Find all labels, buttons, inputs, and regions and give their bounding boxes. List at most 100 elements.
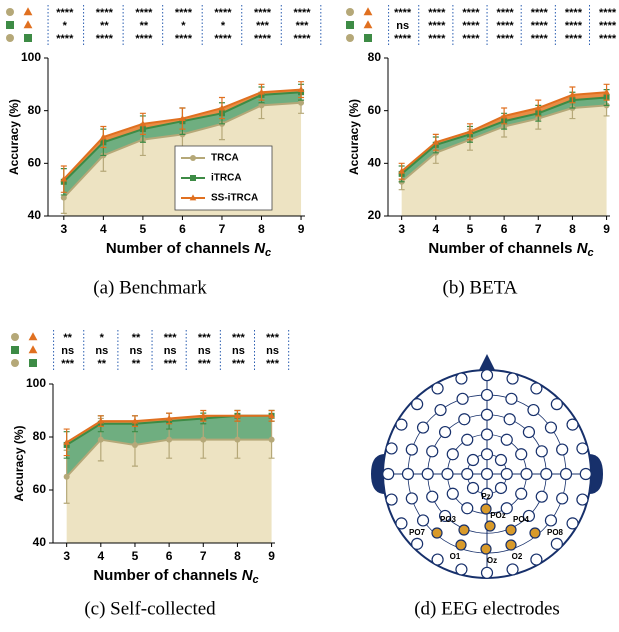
significance-label: *** — [198, 332, 212, 344]
significance-label: ns — [95, 345, 108, 357]
electrode — [411, 537, 424, 550]
significance-label: ns — [130, 345, 143, 357]
marker — [199, 412, 207, 419]
significance-label: **** — [462, 20, 480, 32]
electrode — [576, 442, 589, 455]
significance-label: ns — [198, 345, 211, 357]
x-label-symbol: N — [254, 240, 266, 257]
significance-label: **** — [96, 33, 114, 45]
significance-label: ns — [61, 345, 74, 357]
electrode — [446, 487, 459, 500]
x-label-symbol: N — [242, 567, 254, 584]
electrode — [579, 467, 592, 481]
electrode — [550, 398, 563, 411]
electrode — [416, 514, 430, 527]
electrode — [480, 388, 494, 402]
electrode — [566, 418, 579, 431]
significance-label: *** — [296, 20, 310, 32]
area-fill — [66, 415, 272, 477]
electrode — [515, 487, 528, 500]
electrode — [522, 509, 536, 523]
significance-label: * — [100, 332, 105, 344]
electrode — [494, 453, 508, 467]
marker — [139, 120, 147, 127]
nose — [479, 354, 495, 370]
significance-label: **** — [254, 7, 272, 19]
significance-label: **** — [599, 33, 617, 45]
x-tick-label: 8 — [258, 222, 265, 236]
electrode — [520, 467, 533, 481]
significance-label: **** — [214, 33, 232, 45]
electrode — [500, 467, 513, 481]
x-tick-label: 7 — [535, 222, 542, 236]
electrode — [506, 563, 519, 576]
x-tick-label: 8 — [569, 222, 576, 236]
electrode-label: Pz — [481, 492, 490, 501]
electrode — [556, 492, 569, 505]
marker — [298, 99, 305, 106]
x-tick-label: 5 — [467, 222, 474, 236]
electrode — [566, 517, 579, 530]
y-tick-label: 40 — [33, 535, 47, 549]
electrode — [438, 509, 452, 523]
electrode-label: O2 — [512, 552, 523, 561]
marker — [234, 412, 241, 419]
y-tick-label: 100 — [21, 50, 41, 64]
electrode — [466, 453, 480, 467]
significance-label: **** — [565, 20, 583, 32]
significance-label: ns — [396, 20, 409, 32]
x-tick-label: 7 — [219, 222, 226, 236]
marker — [11, 333, 19, 341]
area-fill — [63, 89, 302, 182]
significance-label: **** — [531, 20, 549, 32]
electrode — [461, 502, 474, 515]
significance-label: * — [63, 20, 68, 32]
electrode — [530, 553, 543, 566]
significance-label: *** — [256, 20, 270, 32]
electrode — [535, 445, 548, 458]
marker — [24, 34, 32, 42]
electrode — [500, 433, 513, 446]
y-tick-label: 60 — [33, 482, 47, 496]
significance-label: **** — [135, 33, 153, 45]
electrode — [455, 563, 468, 576]
electrode — [385, 442, 398, 455]
marker — [268, 436, 275, 443]
significance-label: *** — [232, 358, 246, 370]
y-tick-label: 40 — [28, 208, 42, 222]
marker — [346, 8, 354, 16]
marker — [6, 8, 14, 16]
marker — [29, 359, 37, 367]
electrode — [431, 553, 444, 566]
marker — [234, 436, 241, 443]
significance-label: **** — [56, 33, 74, 45]
electrode — [395, 418, 408, 431]
y-tick-label: 40 — [368, 156, 382, 170]
caption: (b) BETA — [443, 277, 518, 298]
marker — [268, 412, 275, 419]
marker — [218, 104, 226, 111]
electrode — [480, 487, 494, 500]
electrode — [500, 502, 513, 515]
significance-label: *** — [198, 358, 212, 370]
electrode — [401, 467, 415, 481]
significance-label: **** — [293, 33, 311, 45]
x-tick-label: 5 — [140, 222, 147, 236]
electrode — [405, 492, 418, 505]
y-axis-label: Accuracy (%) — [7, 99, 21, 175]
marker — [166, 436, 173, 443]
x-tick-label: 3 — [398, 222, 405, 236]
significance-label: **** — [214, 7, 232, 19]
marker — [258, 102, 265, 109]
electrode — [540, 467, 553, 481]
significance-label: **** — [599, 7, 617, 19]
y-tick-label: 100 — [26, 376, 46, 390]
electrode — [416, 421, 430, 434]
marker — [28, 332, 38, 341]
significance-label: **** — [531, 7, 549, 19]
selected-electrode — [480, 503, 492, 515]
x-tick-label: 4 — [100, 222, 107, 236]
significance-label: **** — [394, 7, 412, 19]
marker — [432, 138, 440, 145]
x-tick-label: 5 — [132, 549, 139, 563]
